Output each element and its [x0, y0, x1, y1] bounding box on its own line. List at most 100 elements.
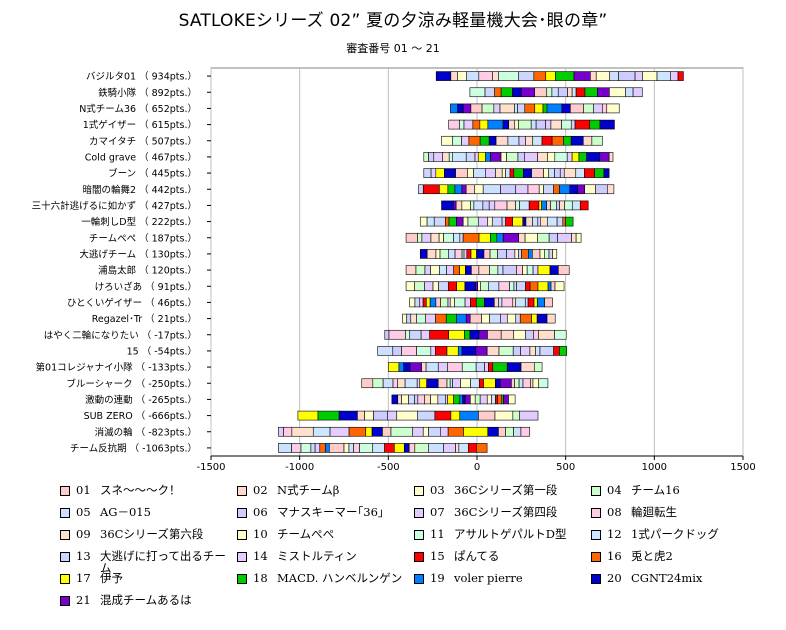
bar-segment [537, 216, 541, 227]
bar-segment [470, 249, 477, 259]
bar-segment [473, 168, 486, 178]
bar-segment [488, 200, 496, 211]
category-label: 一輪刺しD型 （ 222pts.） [81, 216, 197, 228]
bar-segment [634, 71, 643, 81]
category-label: 浦島太郎 （ 120pts.） [98, 265, 197, 277]
bar-segment [478, 378, 484, 389]
bar-segment [564, 200, 573, 211]
legend-label: 36Cシリーズ第四段 [454, 505, 558, 519]
bar-segment [425, 313, 436, 324]
bar-segment [435, 297, 441, 308]
bar-segment [409, 362, 422, 372]
bar-segment [462, 232, 480, 243]
bar-segment [520, 87, 536, 98]
bar-segment [478, 232, 491, 243]
bar-segment [437, 362, 448, 372]
bar-segment [489, 313, 501, 324]
bar-segment [535, 119, 546, 130]
bar-segment [478, 329, 488, 340]
bar-segment [405, 265, 417, 275]
bar-segment [474, 152, 479, 162]
category-label: バジルタ01 （ 934pts.） [86, 71, 197, 83]
bar-segment [317, 410, 340, 421]
bar-segment [438, 232, 444, 243]
bar-segment [530, 378, 534, 389]
bar-segment [511, 378, 515, 389]
bar-segment [487, 426, 499, 437]
bar-segment [463, 249, 468, 259]
bar-segment [429, 297, 437, 308]
bar-segment [606, 103, 620, 114]
bar-segment [575, 168, 585, 178]
bar-segment [535, 346, 541, 356]
bar-segment [475, 281, 479, 292]
bar-segment [372, 443, 385, 453]
bar-segment [428, 152, 435, 162]
bar-segment [506, 152, 519, 162]
bar-segment [499, 378, 512, 389]
bar-segment [538, 329, 555, 340]
bar-segment [484, 362, 489, 372]
bar-segment [382, 426, 392, 437]
bar-segment [563, 168, 577, 178]
bar-segment [546, 200, 551, 211]
bar-segment [430, 168, 437, 178]
bar-segment [481, 103, 495, 114]
bar-segment [556, 200, 560, 211]
bar-segment [405, 329, 411, 340]
bar-segment [586, 152, 601, 162]
bar-segment [512, 410, 520, 421]
bar-segment [468, 443, 477, 453]
bar-segment [424, 281, 434, 292]
bar-segment [438, 281, 449, 292]
bar-segment [516, 265, 523, 275]
bar-segment [300, 443, 312, 453]
bar-segment [390, 426, 414, 437]
bar-segment [449, 297, 455, 308]
bar-segment [495, 378, 501, 389]
bar-segment [545, 119, 552, 130]
bar-segment [445, 394, 448, 405]
bar-segment [414, 297, 421, 308]
bar-segment [609, 71, 619, 81]
bar-segment [473, 200, 484, 211]
bar-segment [447, 362, 463, 372]
legend-label: 混成チームあるは [100, 593, 192, 607]
bar-segment [570, 103, 585, 114]
bar-segment [486, 346, 500, 356]
bar-segment [430, 346, 436, 356]
bar-segment [348, 443, 354, 453]
bar-segment [571, 200, 581, 211]
bar-segment [490, 152, 502, 162]
bar-segment [416, 346, 432, 356]
legend-number: 17 [76, 571, 91, 585]
bar-segment [457, 103, 464, 114]
bar-segment [583, 103, 595, 114]
bar-segment [558, 265, 570, 275]
bar-segment [430, 232, 440, 243]
bar-segment [512, 346, 521, 356]
bar-segment [387, 410, 398, 421]
bar-segment [513, 281, 517, 292]
bar-segment [476, 443, 488, 453]
bar-segment [329, 443, 345, 453]
bar-segment [529, 346, 536, 356]
bar-segment [471, 265, 480, 275]
legend-number: 03 [430, 483, 445, 497]
bar-segment [542, 103, 548, 114]
bar-segment [544, 297, 553, 308]
legend-swatch [237, 508, 247, 518]
bar-segment [384, 443, 395, 453]
legend-swatch [237, 486, 247, 496]
bar-segment [448, 249, 456, 259]
bar-segment [494, 87, 502, 98]
bar-segment [357, 410, 365, 421]
bar-segment [460, 378, 471, 389]
bar-segment [603, 168, 610, 178]
category-label: チーム反抗期 （ -1063pts.） [70, 442, 197, 454]
bar-segment [522, 216, 527, 227]
bar-segment [498, 346, 514, 356]
bar-segment [477, 152, 486, 162]
bar-segment [446, 378, 451, 389]
bar-segment [512, 297, 517, 308]
